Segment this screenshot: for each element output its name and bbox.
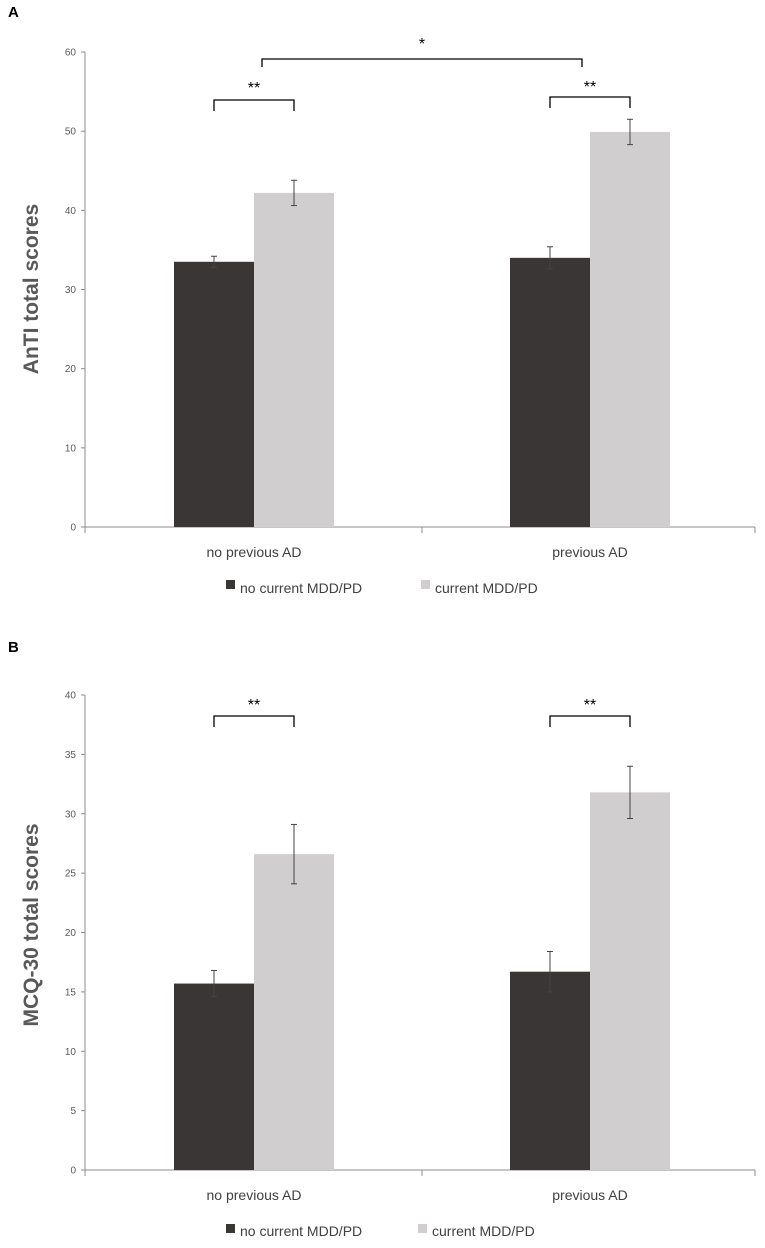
y-tick-label: 40 — [65, 206, 77, 217]
y-tick-label: 30 — [65, 285, 77, 296]
category-label: no previous AD — [207, 544, 302, 560]
chart-panel-a: A AnTI total scores 0 10 20 30 40 50 60 no previo… — [8, 4, 756, 596]
legend-swatch-no-current — [226, 580, 235, 589]
significance-label: * — [419, 36, 425, 53]
y-tick-label: 25 — [65, 869, 77, 880]
category-label: previous AD — [552, 1187, 627, 1203]
significance-bracket — [213, 715, 295, 727]
y-tick-label: 5 — [70, 1106, 76, 1117]
significance-bracket — [549, 96, 631, 108]
legend-swatch-current — [421, 580, 430, 589]
bar-no-current-previous-ad — [510, 257, 590, 527]
significance-bracket — [549, 715, 631, 727]
y-tick-label: 50 — [65, 127, 77, 138]
significance-label: ** — [584, 697, 596, 714]
legend-label: current MDD/PD — [432, 1223, 535, 1239]
legend-swatch-current — [418, 1224, 427, 1233]
y-tick-label: 40 — [65, 691, 77, 702]
y-axis-label: AnTI total scores — [20, 204, 43, 374]
y-tick-label: 60 — [65, 48, 77, 59]
bar-current-no-previous-ad — [254, 854, 334, 1170]
bar-current-no-previous-ad — [254, 192, 334, 527]
legend-label: no current MDD/PD — [240, 1223, 362, 1239]
bar-no-current-previous-ad — [510, 971, 590, 1170]
significance-bracket — [213, 99, 295, 111]
panel-letter: A — [8, 4, 19, 21]
significance-label: ** — [584, 79, 596, 96]
panel-letter: B — [8, 639, 19, 656]
category-label: previous AD — [552, 544, 627, 560]
legend-label: no current MDD/PD — [240, 580, 362, 596]
category-label: no previous AD — [207, 1187, 302, 1203]
legend-label: current MDD/PD — [435, 580, 538, 596]
y-tick-label: 10 — [65, 1047, 77, 1058]
chart-panel-b: B MCQ-30 total scores 0 5 10 15 20 25 30 35 40 no p… — [8, 639, 756, 1239]
significance-label: ** — [248, 80, 260, 97]
bar-current-previous-ad — [590, 792, 670, 1170]
bar-current-previous-ad — [590, 131, 670, 528]
y-tick-label: 35 — [65, 750, 77, 761]
y-tick-label: 20 — [65, 928, 77, 939]
bar-no-current-no-previous-ad — [174, 261, 254, 527]
y-tick-label: 30 — [65, 809, 77, 820]
legend-swatch-no-current — [226, 1224, 235, 1233]
y-axis-label: MCQ-30 total scores — [20, 823, 43, 1026]
y-tick-label: 20 — [65, 364, 77, 375]
bar-no-current-no-previous-ad — [174, 983, 254, 1170]
y-tick-label: 10 — [65, 443, 77, 454]
y-tick-label: 0 — [70, 523, 76, 534]
significance-bracket — [261, 58, 583, 67]
y-tick-label: 15 — [65, 987, 77, 998]
y-tick-label: 0 — [70, 1166, 76, 1177]
significance-label: ** — [248, 697, 260, 714]
